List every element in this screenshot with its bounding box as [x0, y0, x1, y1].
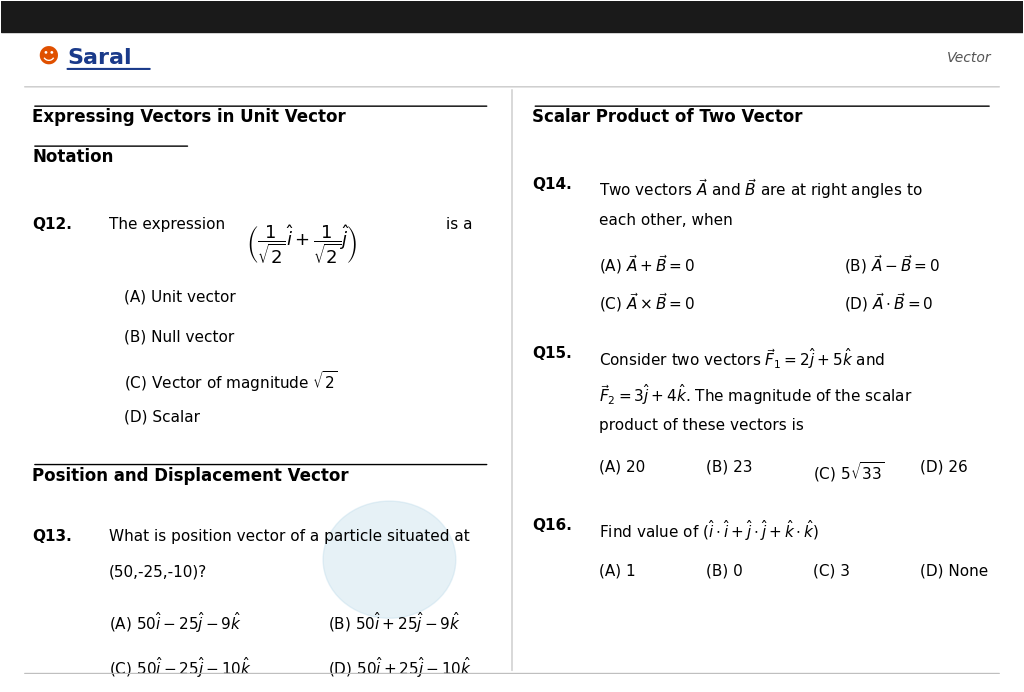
Text: The expression: The expression	[109, 217, 224, 232]
Text: Expressing Vectors in Unit Vector: Expressing Vectors in Unit Vector	[32, 108, 346, 126]
Ellipse shape	[324, 501, 456, 618]
Bar	[1, 1, 1023, 33]
Text: Q16.: Q16.	[532, 518, 572, 534]
Text: (D) 26: (D) 26	[921, 459, 969, 475]
Text: (B) 0: (B) 0	[706, 563, 742, 578]
Text: (D) Scalar: (D) Scalar	[124, 410, 200, 424]
Text: Notation: Notation	[32, 148, 114, 166]
Text: is a: is a	[445, 217, 472, 232]
Text: Q13.: Q13.	[32, 529, 72, 544]
Text: (D) $50\hat{i}+25\hat{j}-10\hat{k}$: (D) $50\hat{i}+25\hat{j}-10\hat{k}$	[328, 655, 472, 680]
Text: (C) $5\sqrt{33}$: (C) $5\sqrt{33}$	[813, 459, 885, 484]
Text: (D) $\vec{A}\cdot\vec{B}=0$: (D) $\vec{A}\cdot\vec{B}=0$	[844, 291, 934, 313]
Text: (B) 23: (B) 23	[706, 459, 753, 475]
Text: What is position vector of a particle situated at: What is position vector of a particle si…	[109, 529, 469, 544]
Text: Consider two vectors $\vec{F}_1=2\hat{j}+5\hat{k}$ and: Consider two vectors $\vec{F}_1=2\hat{j}…	[599, 346, 885, 371]
Text: (B) Null vector: (B) Null vector	[124, 329, 234, 345]
Text: (C) $\vec{A}\times\vec{B}=0$: (C) $\vec{A}\times\vec{B}=0$	[599, 291, 695, 313]
Text: Position and Displacement Vector: Position and Displacement Vector	[32, 466, 348, 484]
Text: (B) $\vec{A}-\vec{B}=0$: (B) $\vec{A}-\vec{B}=0$	[844, 253, 940, 276]
Text: (A) 1: (A) 1	[599, 563, 636, 578]
Text: Q14.: Q14.	[532, 177, 572, 192]
Text: product of these vectors is: product of these vectors is	[599, 418, 804, 432]
Text: (C) Vector of magnitude $\sqrt{2}$: (C) Vector of magnitude $\sqrt{2}$	[124, 370, 338, 394]
Text: Scalar Product of Two Vector: Scalar Product of Two Vector	[532, 108, 803, 126]
Text: ☻: ☻	[37, 48, 59, 68]
Text: (A) $\vec{A}+\vec{B}=0$: (A) $\vec{A}+\vec{B}=0$	[599, 253, 695, 276]
Text: (C) $50\hat{i}-25\hat{j}-10\hat{k}$: (C) $50\hat{i}-25\hat{j}-10\hat{k}$	[109, 655, 252, 680]
Text: Saral: Saral	[68, 48, 132, 68]
Text: (A) 20: (A) 20	[599, 459, 645, 475]
Text: (B) $50\hat{i}+25\hat{j}-9\hat{k}$: (B) $50\hat{i}+25\hat{j}-9\hat{k}$	[328, 610, 461, 635]
Text: Q12.: Q12.	[32, 217, 72, 232]
Text: (50,-25,-10)?: (50,-25,-10)?	[109, 565, 207, 579]
Text: (A) Unit vector: (A) Unit vector	[124, 289, 236, 304]
Text: Q15.: Q15.	[532, 346, 572, 361]
Text: Vector: Vector	[947, 51, 992, 65]
Text: (A) $50\hat{i}-25\hat{j}-9\hat{k}$: (A) $50\hat{i}-25\hat{j}-9\hat{k}$	[109, 610, 242, 635]
Text: (D) None: (D) None	[921, 563, 989, 578]
Text: each other, when: each other, when	[599, 213, 732, 228]
Text: Two vectors $\vec{A}$ and $\vec{B}$ are at right angles to: Two vectors $\vec{A}$ and $\vec{B}$ are …	[599, 177, 923, 201]
Text: $\vec{F}_2=3\hat{j}+4\hat{k}$. The magnitude of the scalar: $\vec{F}_2=3\hat{j}+4\hat{k}$. The magni…	[599, 382, 912, 407]
Text: $\left(\dfrac{1}{\sqrt{2}}\hat{i}+\dfrac{1}{\sqrt{2}}\hat{j}\right)$: $\left(\dfrac{1}{\sqrt{2}}\hat{i}+\dfrac…	[247, 223, 358, 266]
Text: Find value of $(\hat{i}\cdot\hat{i}+\hat{j}\cdot\hat{j}+\hat{k}\cdot\hat{k})$: Find value of $(\hat{i}\cdot\hat{i}+\hat…	[599, 518, 819, 543]
Text: (C) 3: (C) 3	[813, 563, 850, 578]
